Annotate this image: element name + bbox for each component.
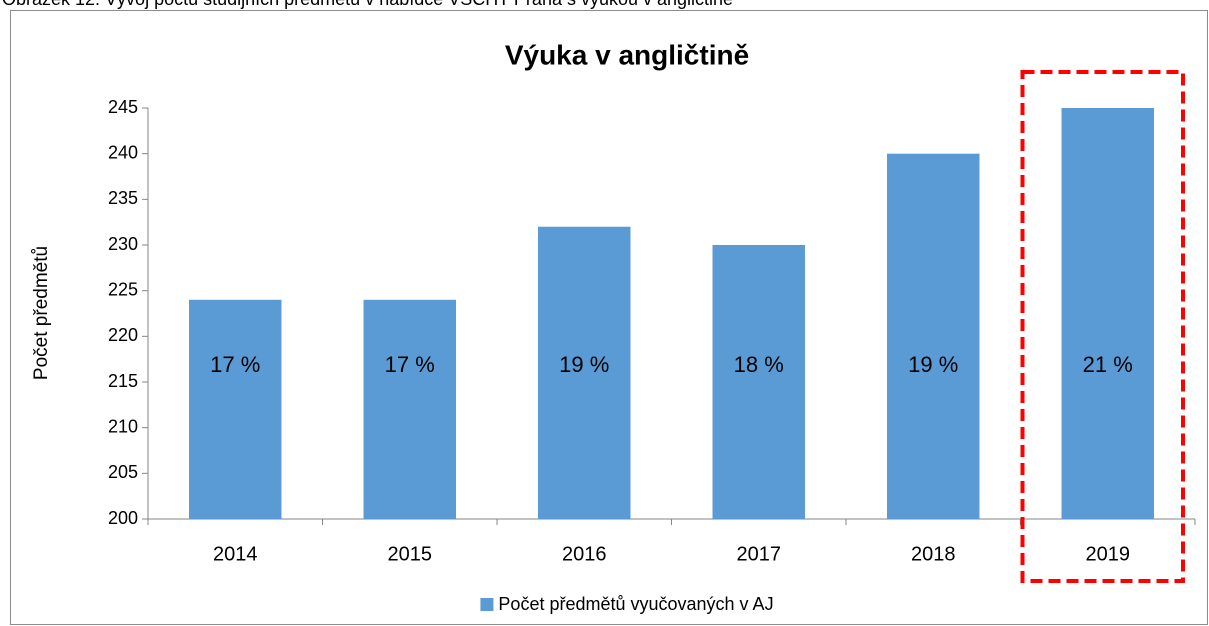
bar bbox=[712, 245, 805, 519]
bar bbox=[189, 299, 282, 519]
y-tick-label: 225 bbox=[108, 279, 138, 299]
legend-label: Počet předmětů vyučovaných v AJ bbox=[498, 594, 773, 614]
bar-label: 21 % bbox=[1083, 352, 1133, 377]
y-tick-label: 215 bbox=[108, 371, 138, 391]
y-tick-label: 210 bbox=[108, 416, 138, 436]
legend-swatch bbox=[480, 598, 494, 611]
y-tick-label: 235 bbox=[108, 188, 138, 208]
bar-label: 19 % bbox=[908, 352, 958, 377]
bar bbox=[887, 153, 980, 519]
y-axis-label: Počet předmětů bbox=[31, 246, 52, 380]
x-tick-label: 2016 bbox=[562, 543, 607, 565]
bar bbox=[538, 226, 631, 519]
y-tick-label: 240 bbox=[108, 142, 138, 162]
y-tick-label: 220 bbox=[108, 325, 138, 345]
highlight-frame bbox=[1020, 70, 1185, 583]
y-tick-label: 230 bbox=[108, 234, 138, 254]
y-tick-label: 205 bbox=[108, 462, 138, 482]
bar bbox=[1061, 108, 1154, 519]
caption: Obrázek 12: Vývoj počtu studijních předm… bbox=[2, 0, 733, 9]
bar bbox=[363, 299, 456, 519]
bar-label: 19 % bbox=[559, 352, 609, 377]
y-tick-label: 245 bbox=[108, 97, 138, 117]
x-tick-label: 2015 bbox=[388, 543, 433, 565]
chart-title: Výuka v angličtině bbox=[505, 39, 749, 70]
x-tick-label: 2017 bbox=[737, 543, 782, 565]
bar-label: 18 % bbox=[734, 352, 784, 377]
x-tick-label: 2018 bbox=[911, 543, 956, 565]
bar-label: 17 % bbox=[210, 352, 260, 377]
y-tick-label: 200 bbox=[108, 508, 138, 528]
x-tick-label: 2019 bbox=[1086, 543, 1131, 565]
bar-label: 17 % bbox=[385, 352, 435, 377]
x-tick-label: 2014 bbox=[213, 543, 258, 565]
